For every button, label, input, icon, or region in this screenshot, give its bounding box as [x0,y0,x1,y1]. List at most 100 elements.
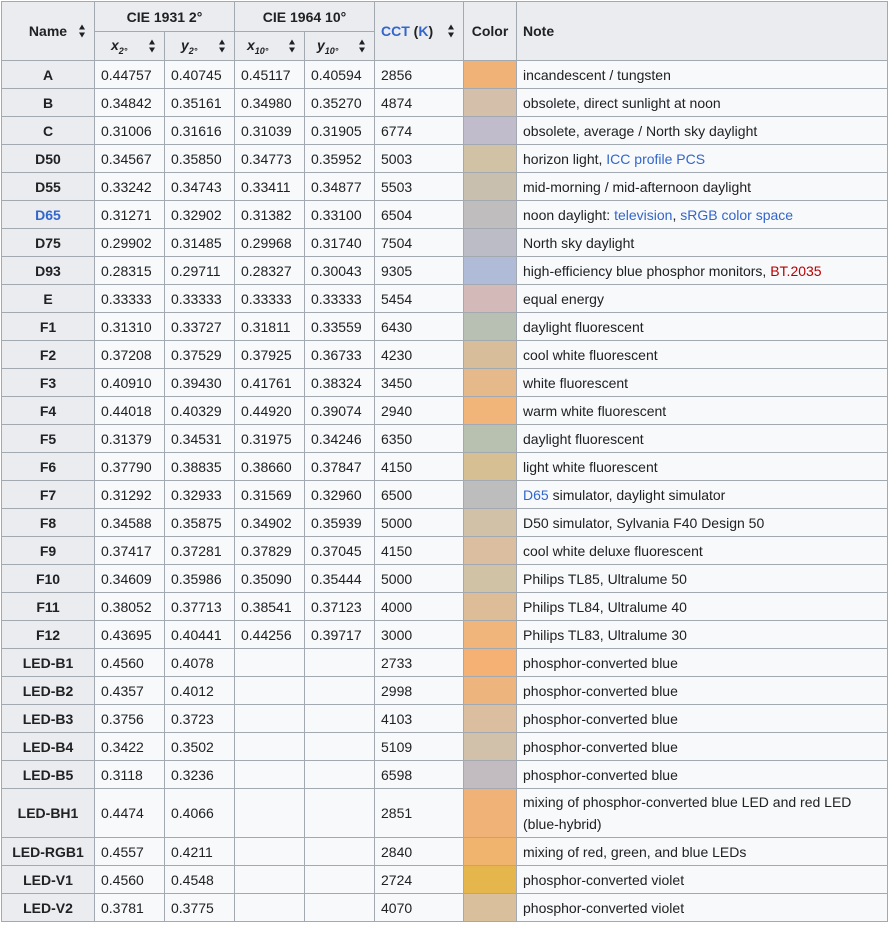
color-swatch-fill [464,838,516,865]
note-link[interactable]: ICC profile PCS [606,150,706,167]
color-swatch [463,865,517,894]
cell-x2: 0.31292 [94,480,165,509]
col-header-y2[interactable]: y2° [164,31,235,61]
color-swatch [463,564,517,593]
row-name: F11 [1,592,95,621]
color-swatch [463,480,517,509]
color-swatch-fill [464,397,516,424]
table-row: E 0.33333 0.33333 0.33333 0.33333 5454 equal e… [1,284,888,313]
row-name: F12 [1,620,95,649]
cell-cct: 6598 [374,760,464,789]
cell-cct: 4150 [374,452,464,481]
cell-x10: 0.34980 [234,88,305,117]
cell-x2: 0.38052 [94,592,165,621]
cell-y2: 0.4078 [164,648,235,677]
row-name[interactable]: D65 [1,200,95,229]
note-link[interactable]: BT.2035 [770,262,822,279]
cell-cct: 2998 [374,676,464,705]
cell-y10 [304,676,375,705]
note-link[interactable]: D65 [523,486,549,503]
cell-cct: 2940 [374,396,464,425]
color-swatch [463,312,517,341]
color-swatch-fill [464,117,516,144]
cell-y10 [304,732,375,761]
note-text: cool white fluorescent [523,346,658,363]
col-header-x2[interactable]: x2° [94,31,165,61]
row-name: LED-V2 [1,893,95,922]
cell-x10 [234,760,305,789]
cell-x2: 0.34588 [94,508,165,537]
cell-x2: 0.43695 [94,620,165,649]
color-swatch-fill [464,257,516,284]
color-swatch [463,732,517,761]
cell-note: phosphor-converted violet [516,893,888,922]
row-name: A [1,60,95,89]
sort-icon[interactable] [448,24,455,38]
cell-y2: 0.4012 [164,676,235,705]
sort-icon[interactable] [359,39,366,53]
row-name: B [1,88,95,117]
cell-x10: 0.37829 [234,536,305,565]
sort-icon[interactable] [149,39,156,53]
cell-x2: 0.3781 [94,893,165,922]
col-header-cct[interactable]: CCT (K) [374,1,464,61]
cell-y2: 0.4211 [164,837,235,866]
cell-x2: 0.29902 [94,228,165,257]
color-swatch [463,452,517,481]
color-swatch-fill [464,866,516,893]
row-name: LED-BH1 [1,788,95,838]
col-header-y10[interactable]: y10° [304,31,375,61]
table-row: LED-V2 0.3781 0.3775 4070 phosphor-converted… [1,893,888,922]
color-swatch-fill [464,677,516,704]
note-text: D50 simulator, Sylvania F40 Design 50 [523,514,765,531]
color-swatch-fill [464,341,516,368]
color-swatch-fill [464,705,516,732]
cell-y10: 0.34877 [304,172,375,201]
color-swatch [463,788,517,838]
cell-x10: 0.44256 [234,620,305,649]
note-text: phosphor-converted blue [523,682,678,699]
color-swatch [463,704,517,733]
cell-x2: 0.31271 [94,200,165,229]
cell-x10 [234,732,305,761]
sort-icon[interactable] [289,39,296,53]
cell-cct: 2851 [374,788,464,838]
row-name: D75 [1,228,95,257]
note-link[interactable]: sRGB color space [680,206,794,223]
table-row: D75 0.29902 0.31485 0.29968 0.31740 7504 North… [1,228,888,257]
cell-note: phosphor-converted blue [516,704,888,733]
cell-y10: 0.37045 [304,536,375,565]
cell-x10: 0.41761 [234,368,305,397]
col-header-x10[interactable]: x10° [234,31,305,61]
cell-x2: 0.4560 [94,648,165,677]
row-name-link[interactable]: D65 [35,206,61,223]
cell-cct: 9305 [374,256,464,285]
cell-y10 [304,648,375,677]
kelvin-link[interactable]: K [418,23,429,39]
color-swatch [463,284,517,313]
sort-icon[interactable] [79,24,86,38]
col-header-name[interactable]: Name [1,1,95,61]
note-link[interactable]: television [614,206,673,223]
cell-note: phosphor-converted blue [516,648,888,677]
color-swatch-fill [464,761,516,788]
cell-y10: 0.36733 [304,340,375,369]
cell-note: warm white fluorescent [516,396,888,425]
cell-note: noon daylight: television, sRGB color sp… [516,200,888,229]
cell-cct: 5000 [374,564,464,593]
cell-y2: 0.37713 [164,592,235,621]
color-swatch [463,144,517,173]
color-swatch-fill [464,201,516,228]
cell-cct: 6430 [374,312,464,341]
cell-cct: 4230 [374,340,464,369]
color-swatch [463,760,517,789]
row-name: F8 [1,508,95,537]
cct-link[interactable]: CCT [381,23,410,39]
cell-y10: 0.40594 [304,60,375,89]
cell-y2: 0.35850 [164,144,235,173]
cell-x2: 0.44757 [94,60,165,89]
sort-icon[interactable] [219,39,226,53]
table-row: D50 0.34567 0.35850 0.34773 0.35952 5003 horiz… [1,144,888,173]
color-swatch [463,648,517,677]
cell-x10 [234,788,305,838]
